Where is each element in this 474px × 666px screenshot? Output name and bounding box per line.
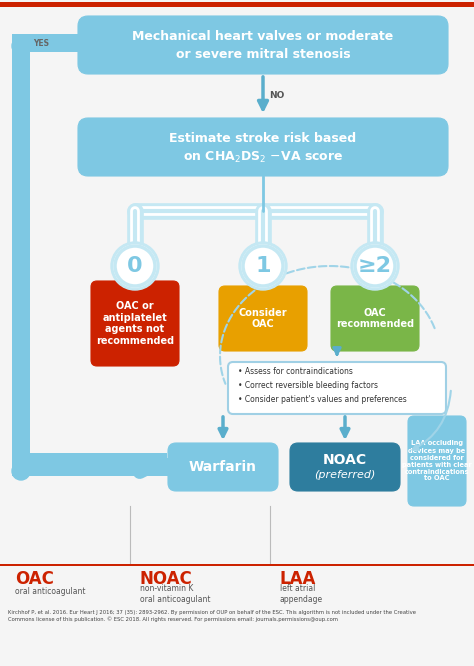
Text: ≥2: ≥2 [358,256,392,276]
Text: 0: 0 [127,256,143,276]
Text: LAA: LAA [280,570,316,588]
FancyBboxPatch shape [78,118,448,176]
Text: OAC
recommended: OAC recommended [336,308,414,329]
Text: left atrial
appendage: left atrial appendage [280,584,323,603]
Text: or severe mitral stenosis: or severe mitral stenosis [176,47,350,61]
Circle shape [115,246,155,286]
Text: NOAC: NOAC [140,570,193,588]
Bar [12,458,168,476]
FancyBboxPatch shape [228,362,446,414]
Bar [12,46,30,471]
Text: Consider
OAC: Consider OAC [239,308,287,329]
Text: OAC: OAC [15,570,54,588]
Text: Kirchhof P, et al. 2016. Eur Heart J 2016; 37 (35): 2893-2962. By permission of : Kirchhof P, et al. 2016. Eur Heart J 201… [8,610,416,622]
FancyBboxPatch shape [168,443,278,491]
FancyBboxPatch shape [78,16,448,74]
Text: Mechanical heart valves or moderate: Mechanical heart valves or moderate [132,31,393,43]
Circle shape [354,245,396,287]
Text: • Assess for contraindications: • Assess for contraindications [238,368,353,376]
Circle shape [243,246,283,286]
Circle shape [111,242,159,290]
Bar [12,34,92,52]
FancyBboxPatch shape [331,286,419,351]
Circle shape [12,462,30,480]
Text: • Correct reversible bleeding factors: • Correct reversible bleeding factors [238,382,378,390]
Circle shape [12,37,30,55]
FancyBboxPatch shape [290,443,400,491]
Bar [12,453,167,471]
Text: NOAC: NOAC [323,453,367,467]
Circle shape [351,242,399,290]
Circle shape [242,245,284,287]
Circle shape [239,242,287,290]
Circle shape [114,245,156,287]
Text: • Consider patient's values and preferences: • Consider patient's values and preferen… [238,396,407,404]
Text: (preferred): (preferred) [314,470,376,480]
Text: on CHA$_2$DS$_2$ $-$VA score: on CHA$_2$DS$_2$ $-$VA score [182,149,343,165]
Circle shape [355,246,395,286]
Text: Warfarin: Warfarin [189,460,257,474]
FancyBboxPatch shape [408,416,466,506]
Bar [0,563,474,566]
Text: NO: NO [269,91,284,99]
Text: LAA occluding
devices may be
considered for
patients with clear
contraindication: LAA occluding devices may be considered … [402,440,472,482]
Text: non-vitamin K
oral anticoagulant: non-vitamin K oral anticoagulant [140,584,210,603]
Text: 1: 1 [255,256,271,276]
FancyBboxPatch shape [219,286,307,351]
Text: oral anticoagulant: oral anticoagulant [15,587,85,597]
Text: YES: YES [33,39,49,47]
Bar [0,2,474,7]
FancyBboxPatch shape [91,281,179,366]
Text: Estimate stroke risk based: Estimate stroke risk based [169,133,356,145]
Text: OAC or
antiplatelet
agents not
recommended: OAC or antiplatelet agents not recommend… [96,301,174,346]
